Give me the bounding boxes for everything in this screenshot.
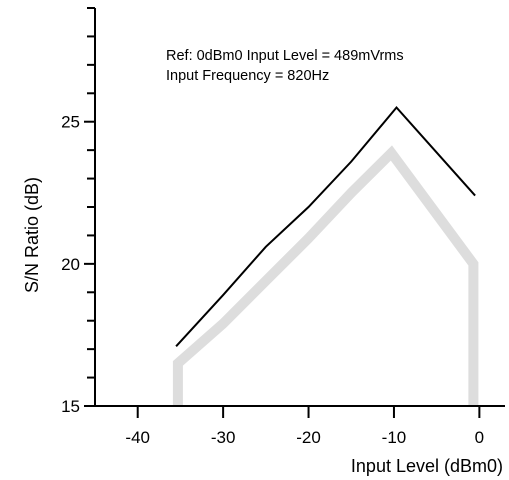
x-tick-label: -10 <box>382 428 407 447</box>
annotation-frequency: Input Frequency = 820Hz <box>166 68 329 84</box>
y-ticks: 15 20 25 <box>61 7 95 416</box>
y-axis-title: S/N Ratio (dB) <box>22 177 42 293</box>
x-axis-title: Input Level (dBm0) <box>351 456 503 476</box>
x-tick-label: -30 <box>211 428 236 447</box>
y-tick-label: 15 <box>61 397 80 416</box>
y-tick-label: 20 <box>61 255 80 274</box>
x-tick-label: -40 <box>125 428 150 447</box>
plot-series <box>172 105 479 406</box>
x-tick-label: -20 <box>296 428 321 447</box>
annotation-ref-level: Ref: 0dBm0 Input Level = 489mVrms <box>166 48 404 64</box>
x-tick-label: 0 <box>475 428 484 447</box>
series-line-thick-gray <box>172 145 479 406</box>
y-tick-label: 25 <box>61 113 80 132</box>
series-line-thin-black <box>175 105 476 347</box>
x-ticks: -40 -30 -20 -10 0 <box>125 406 484 447</box>
